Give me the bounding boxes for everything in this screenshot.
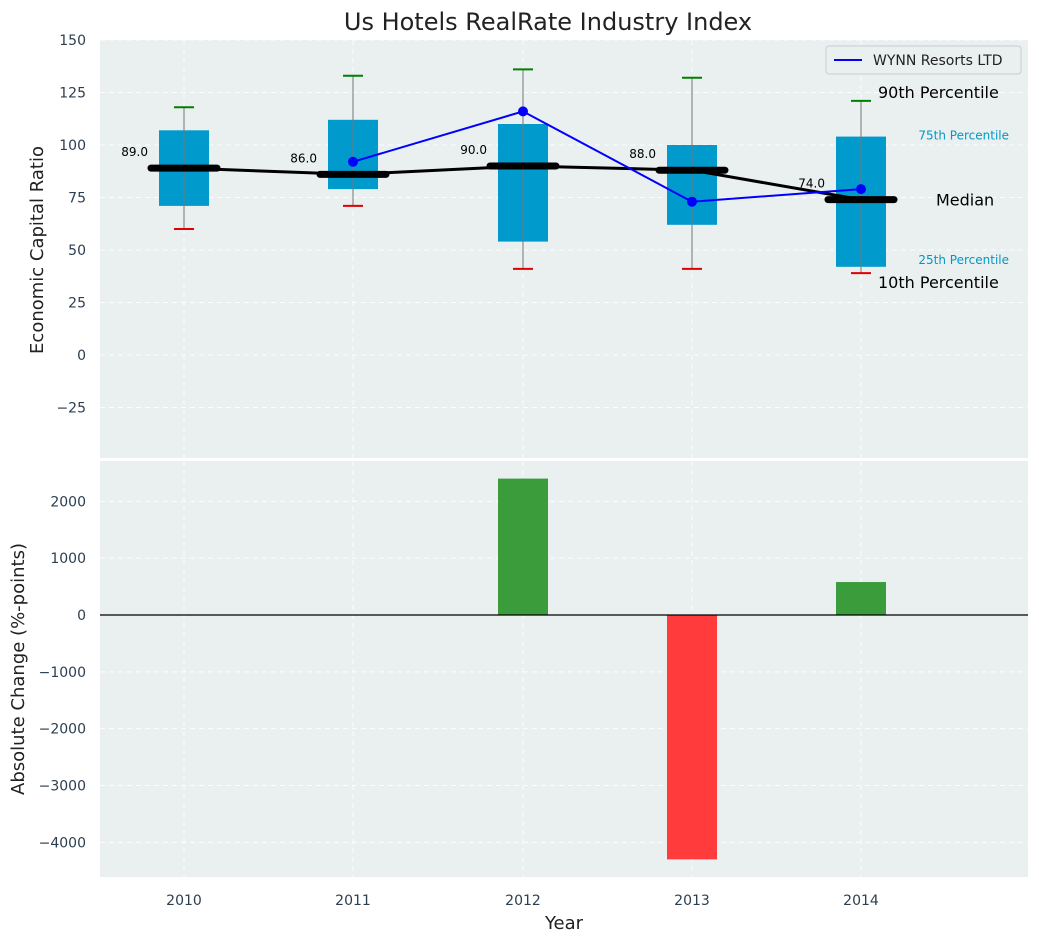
percentile-annotations: 90th Percentile 75th Percentile Median 25th… — [878, 83, 1009, 292]
median-annotation: Median — [936, 191, 994, 210]
y-tick-label: −2000 — [39, 722, 86, 738]
p10-annotation: 10th Percentile — [878, 273, 999, 292]
p90-annotation: 90th Percentile — [878, 83, 999, 102]
legend-box — [825, 45, 1022, 75]
box-plot-series — [147, 106, 898, 207]
x-tick-label: 2012 — [505, 893, 541, 909]
x-tick-label: 2013 — [674, 893, 710, 909]
change-bar — [498, 478, 548, 615]
y-tick-label: 2000 — [50, 494, 86, 510]
y-tick-label: −1000 — [39, 665, 86, 681]
y-tick-label: 1000 — [50, 551, 86, 567]
change-bar — [836, 582, 886, 615]
median-value-label: 88.0 — [629, 147, 656, 161]
series-point — [856, 184, 866, 195]
y-tick-label: 125 — [59, 86, 86, 102]
bar-chart-y-ticks: 2000 1000 0 −1000 −2000 −3000 −4000 — [39, 494, 86, 851]
y-tick-label: −3000 — [39, 778, 86, 794]
median-value-label: 74.0 — [798, 177, 825, 191]
y-tick-label: 0 — [77, 608, 86, 624]
legend-label: WYNN Resorts LTD — [873, 53, 1003, 69]
median-value-label: 90.0 — [460, 143, 487, 157]
legend: WYNN Resorts LTD — [825, 45, 1022, 75]
y-tick-label: −25 — [56, 401, 86, 417]
box-plot-y-ticks: 150 125 100 75 50 25 0 −25 — [56, 33, 86, 417]
bar-chart-x-ticks: 2010 2011 2012 2013 2014 — [166, 893, 879, 909]
median-value-label: 86.0 — [290, 151, 317, 165]
median-value-label: 89.0 — [121, 145, 148, 159]
y-tick-label: 100 — [59, 138, 86, 154]
y-tick-label: −4000 — [39, 835, 86, 851]
p25-annotation: 25th Percentile — [918, 253, 1009, 267]
y-tick-label: 0 — [77, 348, 86, 364]
y-tick-label: 150 — [59, 33, 86, 49]
box-plot-panel: 89.0 86.0 90.0 88.0 74.0 150 125 100 75 50 25 0 −25… — [27, 33, 1028, 458]
x-tick-label: 2011 — [335, 893, 371, 909]
p75-annotation: 75th Percentile — [918, 129, 1009, 143]
y-tick-label: 25 — [68, 296, 86, 312]
bar-chart-bars — [100, 478, 1028, 860]
x-axis-label: Year — [544, 913, 584, 934]
box-plot-background — [100, 40, 1028, 458]
series-point — [348, 156, 358, 167]
series-point — [687, 196, 697, 207]
x-tick-label: 2010 — [166, 893, 202, 909]
y-tick-label: 75 — [68, 191, 86, 207]
x-tick-label: 2014 — [843, 893, 879, 909]
change-bar — [667, 615, 717, 860]
box-plot-y-axis-label: Economic Capital Ratio — [27, 146, 48, 354]
series-line — [352, 110, 862, 203]
series-point — [518, 106, 528, 117]
y-tick-label: 50 — [68, 243, 86, 259]
bar-chart-background — [100, 461, 1028, 877]
bar-chart-y-axis-label: Absolute Change (%-points) — [8, 543, 29, 795]
chart-title: Us Hotels RealRate Industry Index — [344, 8, 752, 36]
